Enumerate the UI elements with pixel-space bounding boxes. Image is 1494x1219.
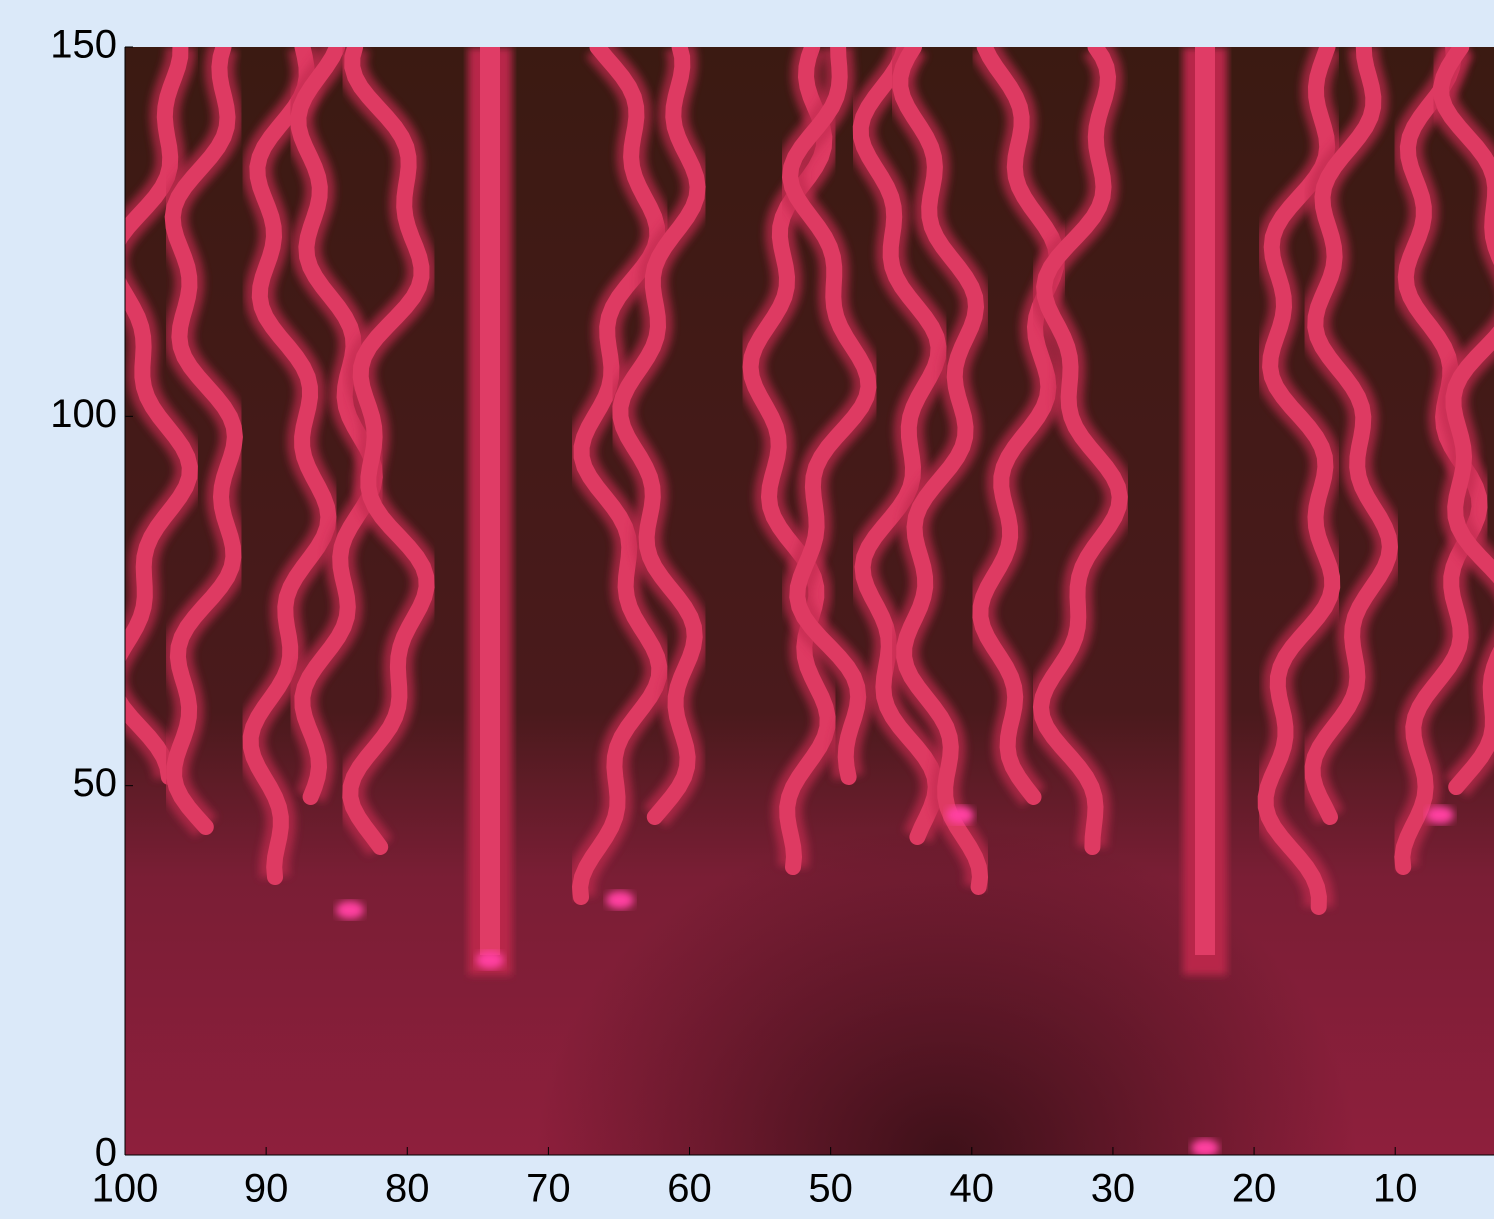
- x-tick-label: 100: [92, 1167, 159, 1211]
- x-tick-label: 30: [1091, 1167, 1136, 1211]
- pattern-spot: [1191, 1139, 1219, 1157]
- x-tick-label: 70: [526, 1167, 571, 1211]
- y-tick-label: 50: [73, 761, 118, 805]
- x-tick-label: 60: [667, 1167, 712, 1211]
- pattern-spot: [476, 951, 504, 969]
- x-tick-label: 50: [808, 1167, 853, 1211]
- y-tick-label: 150: [50, 23, 117, 67]
- pattern-spot: [1426, 806, 1454, 824]
- pattern-column: [480, 47, 500, 955]
- pattern-spot: [336, 901, 364, 919]
- chart: 050100150100908070605040302010: [0, 0, 1494, 1219]
- x-tick-label: 90: [244, 1167, 289, 1211]
- x-tick-label: 20: [1232, 1167, 1277, 1211]
- x-tick-label: 10: [1373, 1167, 1418, 1211]
- y-tick-label: 100: [50, 392, 117, 436]
- x-tick-label: 40: [950, 1167, 995, 1211]
- plot-area: [112, 47, 1494, 1157]
- x-tick-label: 80: [385, 1167, 430, 1211]
- pattern-spot: [946, 806, 974, 824]
- page: {"chart_data": {"type": "image", "xlim":…: [0, 0, 1494, 1219]
- pattern-column: [1195, 47, 1215, 955]
- pattern-spot: [606, 891, 634, 909]
